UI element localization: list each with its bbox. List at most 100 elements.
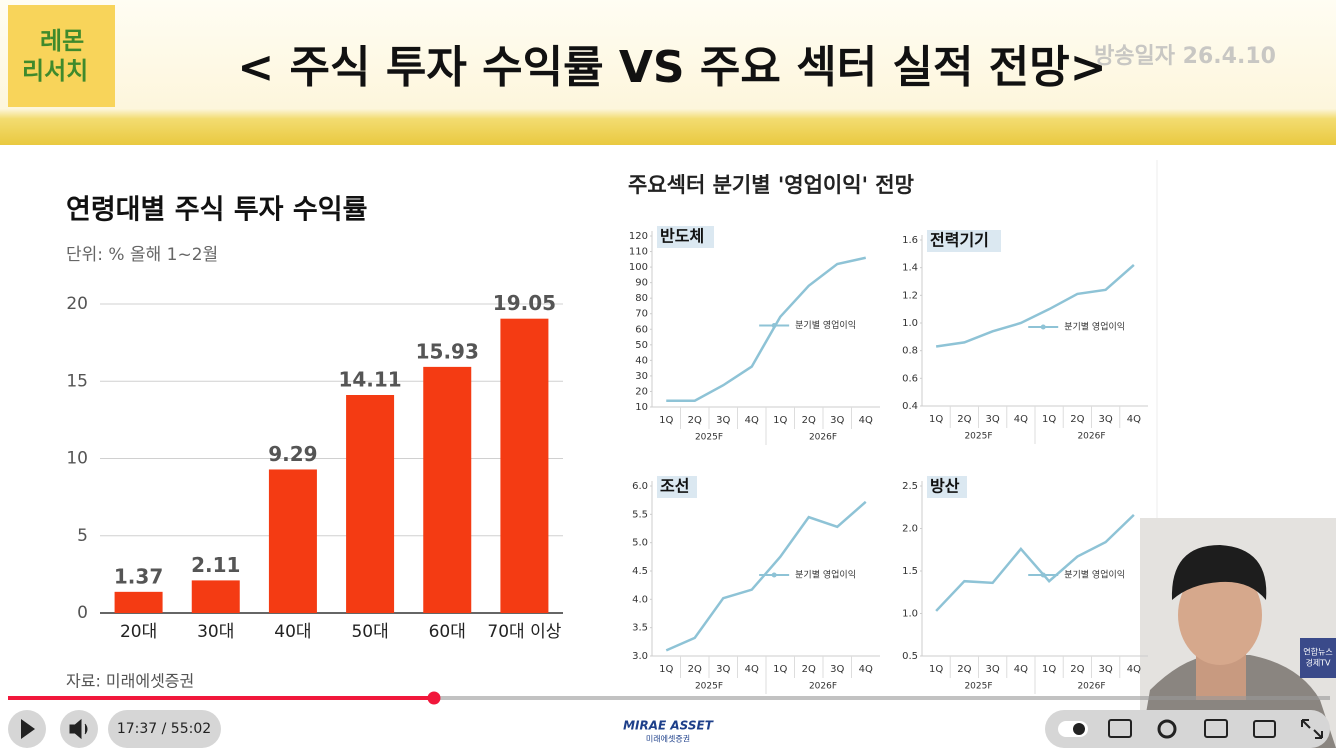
badge-text: 리서치 <box>22 57 88 85</box>
y-tick-label: 4.0 <box>632 594 648 605</box>
x-tick-label: 2Q <box>802 664 816 675</box>
panel-title-bg <box>657 476 697 498</box>
y-tick-label: 1.0 <box>902 609 918 620</box>
legend-label: 분기별 영업이익 <box>795 319 856 331</box>
fullscreen-button[interactable] <box>1301 719 1323 739</box>
x-tick-label: 2Q <box>688 664 702 675</box>
x-group-label: 2025F <box>964 682 992 692</box>
y-tick-label: 90 <box>635 278 648 289</box>
bar-source: 자료: 미래에셋증권 <box>66 672 194 691</box>
y-tick-label: 70 <box>635 309 648 320</box>
value-label: 19.05 <box>493 291 556 315</box>
x-tick-label: 50대 <box>351 622 388 642</box>
y-tick-label: 100 <box>629 262 648 273</box>
player-controls: 17:37 / 55:02 MIRAE ASSET 미래에셋증권 <box>8 691 1330 748</box>
x-tick-label: 4Q <box>745 664 759 675</box>
captions-button[interactable] <box>1108 719 1132 738</box>
y-tick-label: 110 <box>629 247 648 258</box>
x-tick-label: 4Q <box>859 415 873 426</box>
channel-badge: 경제TV <box>1305 658 1331 668</box>
value-label: 9.29 <box>268 442 317 466</box>
y-tick-label: 3.0 <box>632 651 648 662</box>
x-tick-label: 40대 <box>274 622 311 642</box>
y-tick-label: 10 <box>66 449 88 469</box>
y-tick-label: 5.0 <box>632 538 648 549</box>
legend-label: 분기별 영업이익 <box>1064 569 1125 581</box>
x-tick-label: 3Q <box>716 415 730 426</box>
x-group-label: 2025F <box>964 432 992 442</box>
miniplayer-button[interactable] <box>1204 719 1228 738</box>
logo: MIRAE ASSET <box>623 719 714 733</box>
y-tick-label: 1.5 <box>902 566 918 577</box>
legend-dot <box>771 323 777 328</box>
y-tick-label: 15 <box>66 371 88 391</box>
y-tick-label: 6.0 <box>632 481 648 492</box>
y-tick-label: 0.4 <box>902 401 918 412</box>
bar <box>500 318 549 613</box>
x-tick-label: 4Q <box>1014 414 1028 425</box>
x-tick-label: 1Q <box>773 664 787 675</box>
y-tick-label: 1.6 <box>902 235 918 246</box>
progress-played <box>8 696 434 700</box>
x-tick-label: 20대 <box>120 622 157 642</box>
settings-button[interactable] <box>1157 719 1177 739</box>
legend-label: 분기별 영업이익 <box>795 569 856 581</box>
panel-title-bg <box>927 230 1001 252</box>
value-label: 1.37 <box>114 564 163 588</box>
cast-button[interactable] <box>1253 720 1276 738</box>
y-tick-label: 20 <box>635 386 648 397</box>
x-tick-label: 1Q <box>929 664 943 675</box>
x-tick-label: 3Q <box>1099 414 1113 425</box>
logo-sub: 미래에셋증권 <box>646 734 690 744</box>
x-tick-label: 1Q <box>1042 414 1056 425</box>
panel-title: 반도체 <box>660 227 704 246</box>
bar <box>423 366 472 613</box>
x-tick-label: 2Q <box>957 664 971 675</box>
x-tick-label: 70대 이상 <box>487 622 561 642</box>
y-tick-label: 20 <box>66 294 88 314</box>
panel-title: 조선 <box>660 477 689 496</box>
x-tick-label: 2Q <box>802 415 816 426</box>
legend-dot <box>1040 572 1046 578</box>
y-tick-label: 60 <box>635 324 648 335</box>
x-tick-label: 3Q <box>830 664 844 675</box>
x-tick-label: 1Q <box>659 415 673 426</box>
lines-title: 주요섹터 분기별 '영업이익' 전망 <box>628 173 914 197</box>
y-tick-label: 30 <box>635 371 648 382</box>
line <box>935 513 1135 612</box>
bar <box>268 469 317 613</box>
badge-text: 레몬 <box>40 27 84 55</box>
panel-title: 방산 <box>930 477 960 496</box>
y-tick-label: 1.2 <box>902 290 918 301</box>
x-tick-label: 4Q <box>859 664 873 675</box>
panel-title: 전력기기 <box>930 231 989 250</box>
bar <box>346 395 395 613</box>
bar <box>114 591 163 613</box>
x-group-label: 2026F <box>809 433 837 443</box>
bar-subtitle: 단위: % 올해 1~2월 <box>66 245 218 265</box>
x-tick-label: 1Q <box>1042 664 1056 675</box>
x-tick-label: 60대 <box>429 622 466 642</box>
header-title: < 주식 투자 수익률 VS 주요 섹터 실적 전망> <box>237 42 1106 93</box>
y-tick-label: 40 <box>635 355 648 366</box>
bar <box>191 580 240 613</box>
y-tick-label: 0.5 <box>902 651 918 662</box>
y-tick-label: 0.8 <box>902 346 918 357</box>
line <box>665 500 867 652</box>
y-tick-label: 3.5 <box>632 623 648 634</box>
x-group-label: 2026F <box>1077 432 1105 442</box>
y-tick-label: 2.0 <box>902 524 918 535</box>
x-tick-label: 3Q <box>1099 664 1113 675</box>
y-tick-label: 120 <box>629 231 648 242</box>
broadcast-date: 방송일자 26.4.10 <box>1094 44 1276 69</box>
progress-track <box>8 696 1330 700</box>
x-tick-label: 4Q <box>745 415 759 426</box>
badge <box>8 5 115 107</box>
scrubber[interactable] <box>427 691 441 705</box>
x-tick-label: 1Q <box>929 414 943 425</box>
value-label: 2.11 <box>191 553 240 577</box>
x-tick-label: 3Q <box>986 414 1000 425</box>
y-tick-label: 0 <box>77 603 88 623</box>
y-tick-label: 2.5 <box>902 481 918 492</box>
